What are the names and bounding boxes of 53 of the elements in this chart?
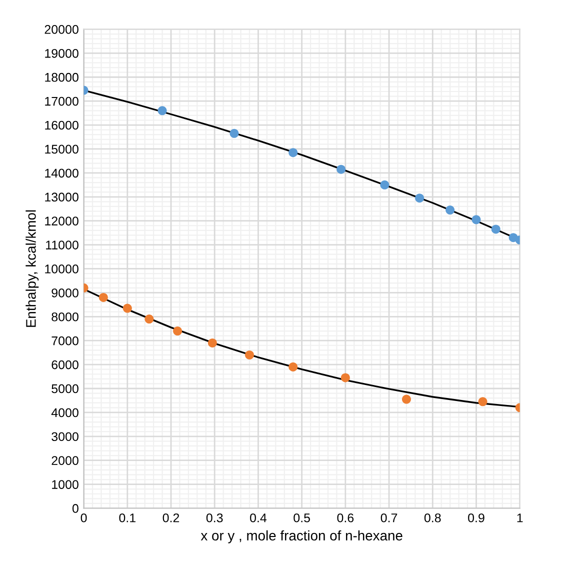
point bbox=[144, 314, 154, 324]
point bbox=[402, 394, 411, 404]
y-tick-label: 18000 bbox=[45, 72, 78, 82]
y-tick-label: 9000 bbox=[52, 288, 78, 298]
point bbox=[446, 206, 455, 215]
y-tick-label: 6000 bbox=[52, 360, 78, 370]
x-tick-label: 0.7 bbox=[380, 513, 398, 522]
x-tick-label: 0.2 bbox=[162, 513, 180, 522]
point bbox=[98, 292, 108, 302]
point bbox=[478, 397, 488, 406]
x-tick-label: 0.4 bbox=[250, 513, 267, 522]
point bbox=[380, 180, 390, 190]
point bbox=[288, 148, 298, 158]
y-tick-label: 16000 bbox=[45, 120, 78, 130]
x-tick-label: 0.9 bbox=[468, 513, 484, 522]
point bbox=[173, 326, 182, 336]
y-tick-label: 0 bbox=[72, 504, 78, 513]
y-tick-label: 4000 bbox=[51, 408, 78, 418]
y-tick-label: 8000 bbox=[52, 312, 78, 322]
y-axis-title: Enthalpy, kcal/kmol bbox=[26, 210, 39, 327]
point bbox=[472, 215, 481, 224]
y-tick-label: 11000 bbox=[46, 240, 78, 250]
point bbox=[415, 194, 424, 203]
y-tick-label: 3000 bbox=[52, 432, 78, 442]
y-tick-label: 14000 bbox=[45, 168, 78, 178]
point bbox=[491, 224, 500, 234]
point bbox=[244, 350, 254, 360]
x-tick-label: 0.3 bbox=[206, 513, 223, 522]
y-tick-label: 12000 bbox=[45, 216, 78, 226]
x-tick-label: 0.6 bbox=[337, 513, 354, 522]
point bbox=[230, 128, 239, 138]
point bbox=[288, 362, 298, 372]
point bbox=[208, 338, 217, 348]
y-tick-label: 20000 bbox=[44, 25, 78, 34]
y-tick-label: 7000 bbox=[52, 336, 78, 346]
point bbox=[336, 164, 346, 174]
point bbox=[340, 373, 350, 382]
y-tick-label: 10000 bbox=[45, 264, 78, 274]
y-tick-label: 5000 bbox=[52, 384, 78, 394]
point bbox=[122, 304, 132, 313]
x-tick-label: 0.5 bbox=[294, 513, 310, 522]
y-tick-label: 17000 bbox=[45, 96, 78, 106]
x-tick-label: 0.8 bbox=[424, 513, 441, 522]
y-tick-label: 19000 bbox=[45, 48, 78, 58]
y-tick-label: 15000 bbox=[45, 144, 78, 154]
y-tick-label: 1000 bbox=[52, 480, 78, 489]
point bbox=[158, 106, 167, 116]
y-tick-label: 13000 bbox=[45, 192, 78, 202]
x-axis-title: x or y , mole fraction of n-hexane bbox=[200, 530, 402, 544]
y-tick-label: 2000 bbox=[52, 456, 78, 465]
x-tick-label: 0.1 bbox=[119, 513, 136, 522]
x-tick-label: 1 bbox=[517, 514, 523, 522]
x-tick-label: 0 bbox=[80, 513, 87, 522]
